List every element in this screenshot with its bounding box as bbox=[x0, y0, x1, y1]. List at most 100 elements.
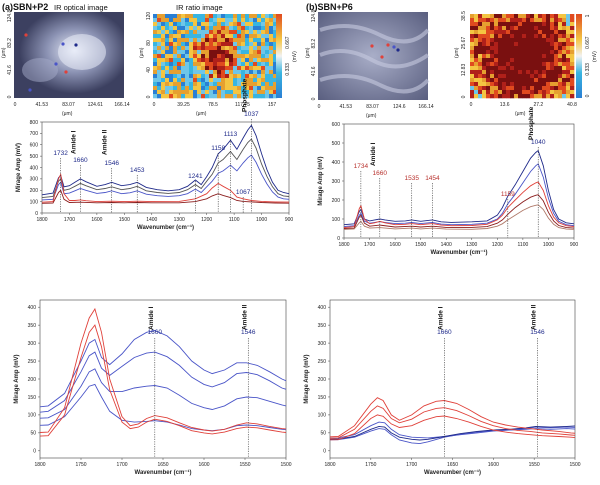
ratio-pixel bbox=[478, 58, 483, 63]
ratio-pixel bbox=[213, 18, 218, 23]
ratio-pixel bbox=[157, 26, 162, 31]
ratio-pixel bbox=[229, 50, 234, 55]
ratio-pixel bbox=[506, 46, 511, 51]
ratio-pixel bbox=[490, 70, 495, 75]
ratio-pixel bbox=[546, 78, 551, 83]
y-tick-label: 0 bbox=[323, 449, 326, 455]
ratio-pixel bbox=[225, 86, 230, 91]
ratio-pixel bbox=[269, 90, 274, 95]
ratio-pixel bbox=[566, 70, 571, 75]
ratio-pixel bbox=[502, 90, 507, 95]
x-tick-label: 1550 bbox=[529, 462, 540, 468]
ratio-pixel bbox=[181, 78, 186, 83]
ratio-pixel bbox=[546, 42, 551, 47]
ratio-pixel bbox=[153, 82, 158, 87]
ratio-pixel bbox=[273, 22, 278, 27]
ratio-pixel bbox=[225, 26, 230, 31]
ratio-pixel bbox=[546, 26, 551, 31]
x-tick-label: 1200 bbox=[201, 217, 212, 223]
ratio-pixel bbox=[249, 86, 254, 91]
a-ratio-xtick: 117.75 bbox=[235, 102, 250, 108]
ratio-pixel bbox=[237, 18, 242, 23]
ratio-pixel bbox=[153, 26, 158, 31]
a-optical-ytick: 124.8 bbox=[7, 10, 13, 23]
ratio-pixel bbox=[169, 14, 174, 19]
ratio-pixel bbox=[209, 30, 214, 35]
ratio-pixel bbox=[534, 34, 539, 39]
ratio-pixel bbox=[562, 66, 567, 71]
ratio-pixel bbox=[494, 86, 499, 91]
ratio-pixel bbox=[193, 78, 198, 83]
ratio-pixel bbox=[161, 70, 166, 75]
ratio-pixel bbox=[510, 86, 515, 91]
ratio-pixel bbox=[161, 50, 166, 55]
ratio-pixel bbox=[518, 38, 523, 43]
ratio-pixel bbox=[193, 54, 198, 59]
ratio-pixel bbox=[269, 22, 274, 27]
ratio-pixel bbox=[554, 58, 559, 63]
ratio-pixel bbox=[542, 34, 547, 39]
ratio-pixel bbox=[169, 90, 174, 95]
ratio-pixel bbox=[474, 54, 479, 59]
ratio-pixel bbox=[241, 34, 246, 39]
ratio-pixel bbox=[502, 74, 507, 79]
ratio-pixel bbox=[173, 90, 178, 95]
ratio-pixel bbox=[478, 38, 483, 43]
ratio-pixel bbox=[161, 42, 166, 47]
ratio-pixel bbox=[229, 86, 234, 91]
ratio-pixel bbox=[474, 66, 479, 71]
x-tick-label: 1700 bbox=[64, 217, 75, 223]
ratio-pixel bbox=[221, 74, 226, 79]
ratio-pixel bbox=[189, 90, 194, 95]
ratio-pixel bbox=[490, 86, 495, 91]
ratio-pixel bbox=[185, 62, 190, 67]
ratio-pixel bbox=[221, 58, 226, 63]
ratio-pixel bbox=[245, 22, 250, 27]
ratio-pixel bbox=[566, 30, 571, 35]
ratio-pixel bbox=[233, 58, 238, 63]
a-ratio-xunit: (μm) bbox=[196, 111, 207, 117]
ratio-pixel bbox=[486, 14, 491, 19]
ratio-pixel bbox=[570, 70, 575, 75]
ratio-pixel bbox=[249, 70, 254, 75]
ratio-pixel bbox=[518, 74, 523, 79]
ratio-pixel bbox=[490, 38, 495, 43]
ratio-pixel bbox=[213, 34, 218, 39]
ratio-pixel bbox=[554, 42, 559, 47]
ratio-pixel bbox=[470, 50, 475, 55]
ratio-pixel bbox=[261, 46, 266, 51]
ratio-pixel bbox=[478, 66, 483, 71]
ratio-pixel bbox=[221, 30, 226, 35]
ratio-pixel bbox=[241, 42, 246, 47]
ratio-pixel bbox=[169, 86, 174, 91]
ratio-pixel bbox=[225, 46, 230, 51]
ratio-pixel bbox=[173, 46, 178, 51]
ratio-pixel bbox=[193, 82, 198, 87]
x-tick-label: 1700 bbox=[406, 462, 417, 468]
ratio-pixel bbox=[558, 90, 563, 95]
ratio-pixel bbox=[482, 58, 487, 63]
ratio-pixel bbox=[522, 54, 527, 59]
ratio-pixel bbox=[486, 78, 491, 83]
ratio-pixel bbox=[514, 66, 519, 71]
ratio-pixel bbox=[546, 74, 551, 79]
b-ratio-cbtick: 0.333 bbox=[585, 63, 591, 76]
ratio-pixel bbox=[261, 82, 266, 87]
ratio-pixel bbox=[185, 94, 190, 99]
ratio-pixel bbox=[217, 90, 222, 95]
ratio-pixel bbox=[482, 30, 487, 35]
ratio-pixel bbox=[265, 18, 270, 23]
ratio-pixel bbox=[490, 54, 495, 59]
ratio-pixel bbox=[478, 90, 483, 95]
ratio-pixel bbox=[534, 86, 539, 91]
ratio-pixel bbox=[249, 62, 254, 67]
ratio-pixel bbox=[273, 74, 278, 79]
ratio-pixel bbox=[189, 46, 194, 51]
ratio-pixel bbox=[542, 86, 547, 91]
a-ratio-xtick: 39.25 bbox=[177, 102, 190, 108]
ratio-pixel bbox=[253, 90, 258, 95]
ratio-pixel bbox=[237, 62, 242, 67]
ratio-pixel bbox=[261, 42, 266, 47]
ratio-pixel bbox=[257, 94, 262, 99]
y-tick-label: 100 bbox=[28, 413, 37, 419]
